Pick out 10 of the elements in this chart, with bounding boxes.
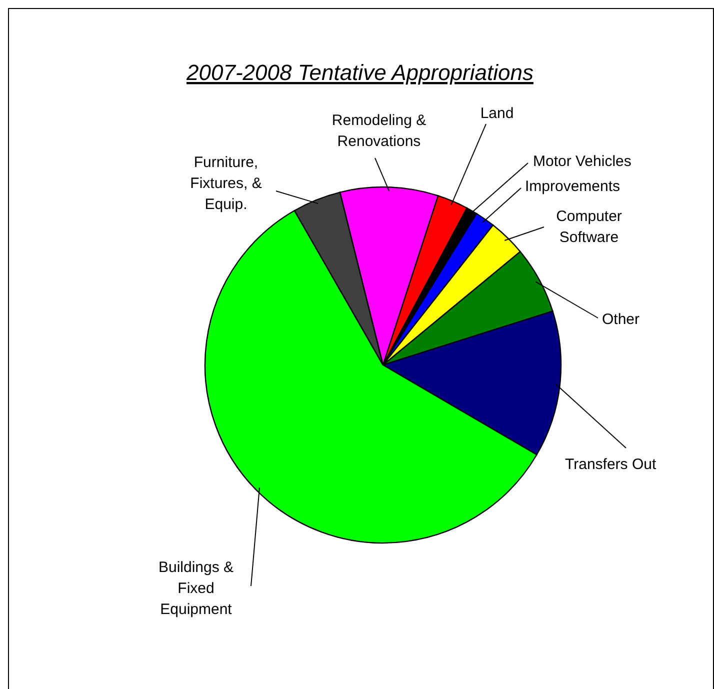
slice-label: Buildings & Fixed Equipment: [158, 559, 234, 618]
slice-label: Land: [480, 105, 514, 122]
slice-label: Other: [602, 311, 640, 328]
slice-label: Improvements: [525, 178, 620, 195]
slice-label: Transfers Out: [565, 456, 657, 473]
chart-title: 2007-2008 Tentative Appropriations: [186, 60, 534, 85]
slice-label: Remodeling & Renovations: [332, 112, 426, 150]
slice-label: Furniture, Fixtures, & Equip.: [190, 154, 262, 213]
slice-label: Motor Vehicles: [533, 153, 632, 170]
slice-label: Computer Software: [556, 208, 622, 246]
